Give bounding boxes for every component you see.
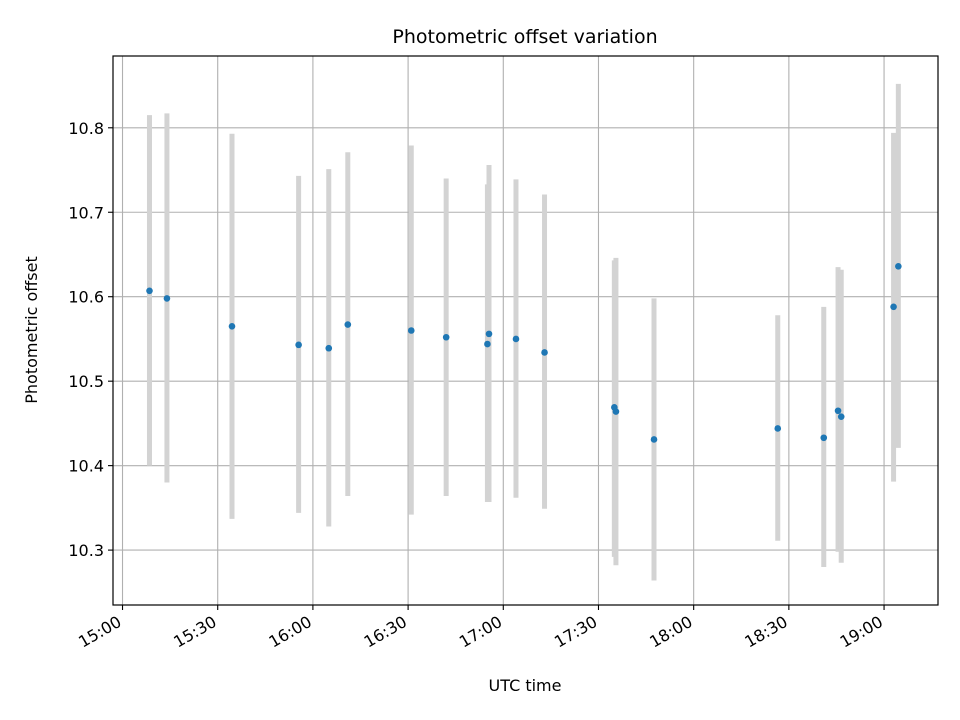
data-point xyxy=(484,340,491,348)
data-point xyxy=(295,341,302,349)
y-tick-label: 10.5 xyxy=(68,372,104,391)
data-point xyxy=(774,425,782,432)
data-point xyxy=(890,303,897,311)
data-point xyxy=(837,413,845,420)
y-tick-label: 10.4 xyxy=(68,457,104,476)
data-points xyxy=(146,263,902,443)
data-point xyxy=(325,344,333,352)
data-point xyxy=(541,349,548,356)
y-tick-label: 10.3 xyxy=(68,541,104,560)
data-point xyxy=(834,407,842,415)
y-tick-label: 10.6 xyxy=(68,288,104,307)
data-point xyxy=(895,263,902,270)
data-point xyxy=(485,330,493,338)
data-point xyxy=(228,322,236,330)
data-point xyxy=(146,287,153,295)
data-point xyxy=(820,434,828,442)
data-point xyxy=(650,436,658,443)
data-point xyxy=(442,333,450,341)
x-axis-label: UTC time xyxy=(489,676,562,695)
data-point xyxy=(163,295,171,302)
y-tick-label: 10.7 xyxy=(68,203,104,222)
y-axis-label: Photometric offset xyxy=(22,256,41,404)
data-point xyxy=(612,408,620,415)
grid xyxy=(113,56,938,605)
data-point xyxy=(344,321,352,328)
data-point xyxy=(512,335,520,343)
plot-frame xyxy=(112,55,939,606)
chart-title: Photometric offset variation xyxy=(392,26,657,48)
y-tick-label: 10.8 xyxy=(68,119,104,138)
data-point xyxy=(407,327,415,334)
